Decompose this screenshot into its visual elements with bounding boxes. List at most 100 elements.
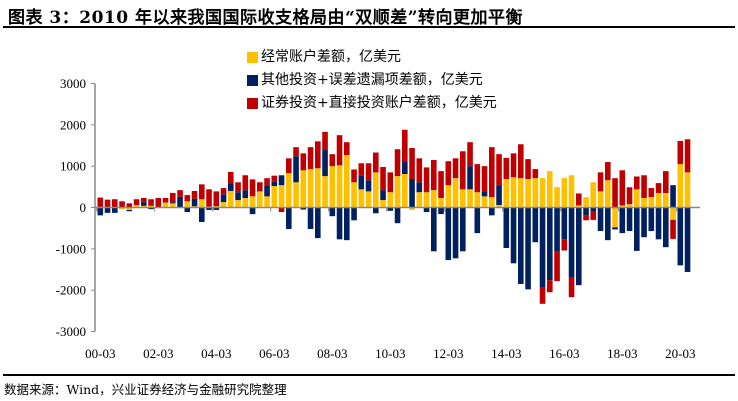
bar-portfolio-direct [496, 154, 502, 186]
bar-other-investment [112, 207, 118, 213]
bar-other-investment [481, 191, 488, 197]
bar-current-account [228, 190, 234, 208]
bar-current-account [380, 200, 386, 208]
bar-current-account [373, 172, 379, 208]
bar-other-investment [220, 194, 227, 203]
bar-other-investment [655, 207, 662, 240]
bar-portfolio-direct [220, 188, 227, 195]
bar-portfolio-direct [626, 187, 633, 205]
bar-portfolio-direct [235, 182, 241, 193]
bar-current-account [452, 178, 459, 208]
bar-portfolio-direct [380, 166, 386, 191]
bar-other-investment [663, 207, 669, 248]
bar-portfolio-direct [184, 195, 191, 202]
bar-portfolio-direct [141, 197, 147, 203]
legend: 经常账户差额，亿美元 其他投资+误差遗漏项差额，亿美元 证券投资+直接投资账户差… [247, 46, 497, 115]
bar-portfolio-direct [431, 159, 437, 191]
bar-other-investment [525, 207, 531, 290]
y-tick-label: 2000 [60, 117, 86, 132]
bar-portfolio-direct [155, 197, 162, 208]
bar-portfolio-direct [177, 190, 183, 197]
y-tick-label: -3000 [56, 324, 86, 339]
x-tick-label: 04-03 [201, 346, 231, 361]
bar-other-investment [590, 207, 597, 212]
bar-other-investment [619, 207, 626, 234]
bar-other-investment [177, 196, 183, 208]
bar-portfolio-direct [605, 162, 611, 181]
bar-current-account [547, 171, 553, 208]
bar-current-account [264, 196, 270, 208]
bar-portfolio-direct [387, 172, 394, 193]
bar-other-investment [300, 207, 307, 210]
bar-other-investment [416, 182, 423, 193]
y-tick-label: 3000 [60, 76, 86, 91]
bar-other-investment [460, 207, 466, 252]
bar-portfolio-direct [539, 287, 546, 304]
bar-portfolio-direct [249, 179, 256, 197]
bar-other-investment [445, 207, 452, 260]
bar-portfolio-direct [126, 203, 133, 208]
bar-current-account [351, 182, 357, 208]
bar-other-investment [344, 207, 350, 241]
bar-portfolio-direct [112, 199, 118, 208]
bar-portfolio-direct [228, 171, 234, 184]
bar-current-account [605, 180, 611, 208]
bar-other-investment [141, 202, 147, 206]
bar-portfolio-direct [597, 172, 604, 192]
bar-portfolio-direct [590, 211, 597, 220]
bar-portfolio-direct [191, 190, 198, 199]
bar-current-account [133, 205, 140, 208]
bar-portfolio-direct [148, 199, 154, 206]
bar-portfolio-direct [416, 158, 423, 183]
bar-other-investment [387, 207, 394, 211]
bar-portfolio-direct [133, 199, 140, 206]
bar-current-account [568, 175, 575, 208]
x-tick-label: 18-03 [607, 346, 637, 361]
bar-current-account [641, 197, 647, 208]
bar-portfolio-direct [394, 149, 401, 177]
bar-other-investment [510, 207, 517, 264]
bar-current-account [394, 176, 401, 208]
bar-portfolio-direct [532, 169, 539, 179]
bar-current-account [170, 203, 176, 208]
bar-other-investment [474, 207, 481, 234]
bar-other-investment [634, 207, 640, 251]
bar-current-account [663, 193, 669, 208]
bar-portfolio-direct [554, 251, 560, 282]
bar-portfolio-direct [242, 175, 249, 191]
x-tick-label: 14-03 [491, 346, 521, 361]
bar-portfolio-direct [445, 161, 452, 186]
bar-portfolio-direct [576, 193, 582, 206]
legend-swatch [247, 52, 258, 63]
bar-current-account [286, 173, 292, 208]
bar-current-account [583, 197, 589, 208]
y-tick-label: 0 [80, 200, 87, 215]
bar-other-investment [452, 207, 459, 259]
bar-current-account [329, 166, 336, 208]
bar-other-investment [394, 207, 401, 224]
bar-current-account [307, 169, 314, 208]
bar-portfolio-direct [351, 169, 357, 183]
x-tick-label: 02-03 [143, 346, 173, 361]
bar-current-account [416, 192, 423, 208]
bar-portfolio-direct [199, 184, 205, 200]
bar-current-account [249, 196, 256, 208]
bar-other-investment [431, 207, 437, 252]
bar-portfolio-direct [286, 158, 292, 174]
bar-current-account [460, 189, 466, 208]
bar-other-investment [539, 207, 546, 288]
bar-current-account [576, 205, 582, 208]
bar-current-account [235, 200, 241, 208]
bar-other-investment [641, 207, 647, 238]
bar-current-account [474, 192, 481, 208]
bar-other-investment [626, 207, 633, 232]
bar-other-investment [97, 207, 104, 216]
bar-current-account [300, 170, 307, 208]
bar-other-investment [597, 207, 604, 232]
bar-current-account [467, 189, 473, 208]
bar-other-investment [351, 207, 357, 221]
bar-other-investment [467, 166, 473, 190]
bar-portfolio-direct [358, 163, 365, 176]
bar-other-investment [307, 207, 314, 229]
x-tick-label: 00-03 [85, 346, 115, 361]
